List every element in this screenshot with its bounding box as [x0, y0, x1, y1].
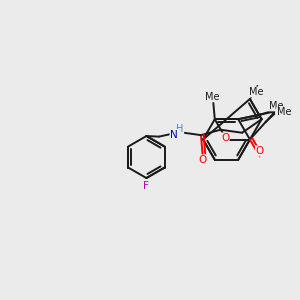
Text: H: H — [176, 124, 184, 134]
Text: O: O — [198, 155, 207, 165]
Text: Me: Me — [268, 101, 283, 111]
Text: Me: Me — [205, 92, 219, 102]
Text: O: O — [256, 146, 264, 156]
Text: O: O — [276, 104, 284, 114]
Text: Me: Me — [249, 87, 263, 97]
Text: O: O — [221, 133, 229, 143]
Text: Me: Me — [277, 107, 291, 118]
Text: N: N — [170, 130, 178, 140]
Text: F: F — [143, 181, 149, 190]
